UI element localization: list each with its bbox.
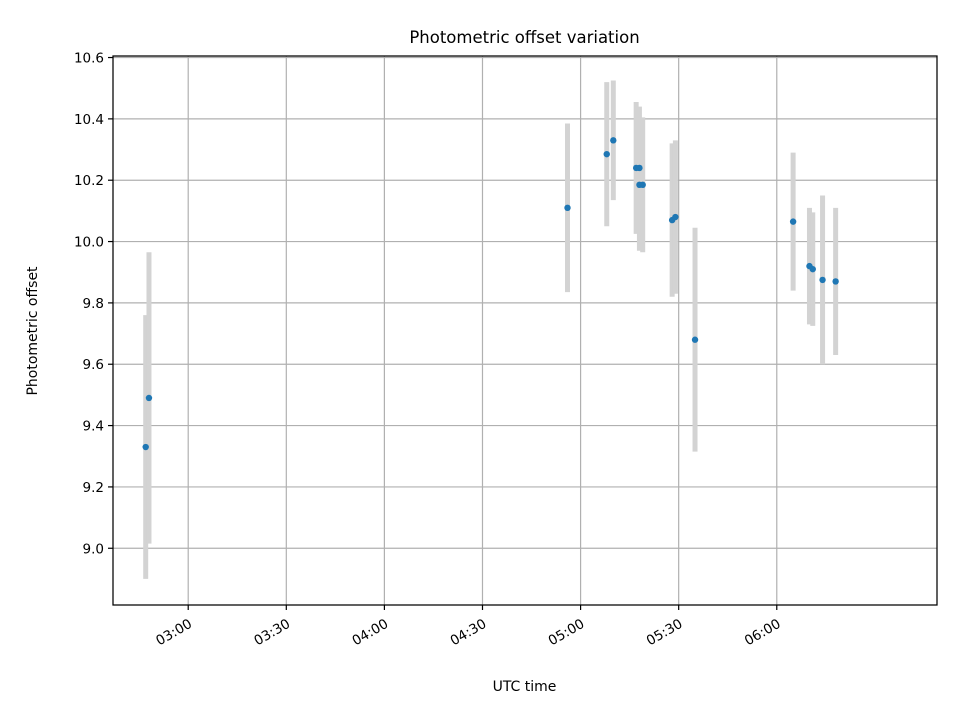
chart-title: Photometric offset variation (409, 28, 639, 47)
y-axis-ticks: 9.0 9.2 9.4 9.6 9.8 10.0 10.2 10.4 10.6 (74, 51, 113, 557)
data-point (832, 278, 839, 285)
data-point (691, 336, 699, 343)
data-point (672, 213, 679, 221)
data-point (610, 137, 617, 144)
data-point (603, 150, 610, 158)
data-point (145, 394, 153, 402)
x-axis-label: UTC time (493, 679, 557, 695)
y-tick-label: 9.0 (83, 541, 104, 557)
data-point (564, 204, 571, 212)
y-tick-label: 9.2 (83, 480, 104, 496)
data-point (809, 265, 816, 273)
data-point (819, 276, 826, 284)
y-tick-label: 10.0 (74, 235, 104, 251)
y-tick-label: 10.6 (74, 51, 104, 67)
y-tick-label: 10.4 (74, 112, 104, 128)
y-axis-label: Photometric offset (25, 266, 41, 396)
data-point (639, 181, 646, 189)
data-point (142, 443, 149, 451)
data-points (142, 137, 839, 451)
y-tick-label: 9.6 (83, 357, 104, 373)
plot-frame (112, 55, 938, 606)
data-point (636, 164, 643, 172)
y-tick-label: 9.4 (83, 419, 104, 435)
y-tick-label: 9.8 (83, 296, 104, 312)
y-tick-label: 10.2 (74, 173, 104, 189)
data-point (789, 218, 797, 225)
grid-lines (113, 56, 937, 605)
